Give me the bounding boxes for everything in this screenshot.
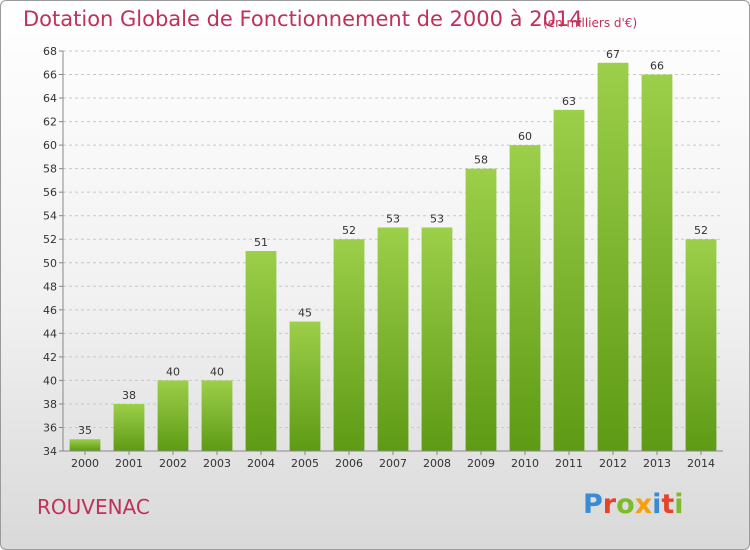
- bar-value-label: 53: [430, 212, 444, 225]
- bar-2007: [377, 227, 409, 451]
- y-tick-label: 58: [43, 163, 57, 176]
- bar-2001: [113, 403, 145, 451]
- commune-name: ROUVENAC: [37, 495, 150, 519]
- x-tick-label: 2004: [247, 457, 275, 470]
- x-tick-label: 2001: [115, 457, 143, 470]
- bar-value-label: 45: [298, 307, 312, 320]
- y-tick-label: 50: [43, 257, 57, 270]
- y-tick-label: 54: [43, 210, 57, 223]
- x-tick-label: 2011: [555, 457, 583, 470]
- logo-letter: o: [616, 489, 635, 520]
- x-tick-label: 2003: [203, 457, 231, 470]
- y-tick-label: 38: [43, 398, 57, 411]
- logo-letter: r: [602, 489, 617, 520]
- bar-value-label: 38: [122, 389, 136, 402]
- bar-value-label: 58: [474, 154, 488, 167]
- bar-2002: [157, 380, 189, 451]
- y-tick-label: 52: [43, 233, 57, 246]
- bar-value-label: 51: [254, 236, 268, 249]
- x-tick-label: 2006: [335, 457, 363, 470]
- bar-value-label: 40: [210, 365, 224, 378]
- logo-letter: i: [652, 489, 662, 520]
- x-tick-label: 2008: [423, 457, 451, 470]
- y-tick-label: 62: [43, 116, 57, 129]
- x-tick-label: 2010: [511, 457, 539, 470]
- logo-letter: x: [634, 489, 653, 520]
- bars: 35 38 40 40 51 45 52 53 53 58 60 63 67 66 52: [69, 48, 717, 451]
- y-tick-label: 44: [43, 327, 57, 340]
- y-tick-label: 40: [43, 374, 57, 387]
- bar-2011: [553, 109, 585, 451]
- y-tick-label: 68: [43, 45, 57, 58]
- bar-2010: [509, 145, 541, 451]
- x-tick-label: 2012: [599, 457, 627, 470]
- bar-2003: [201, 380, 233, 451]
- y-tick-label: 46: [43, 304, 57, 317]
- logo-letter: t: [661, 489, 675, 520]
- bar-value-label: 52: [342, 224, 356, 237]
- chart-title: Dotation Globale de Fonctionnement de 20…: [23, 7, 583, 31]
- y-tick-label: 60: [43, 139, 57, 152]
- x-axis: 2000 2001 2002 2003 2004 2005 2006 2007 2008 2009…: [63, 450, 723, 470]
- x-tick-label: 2013: [643, 457, 671, 470]
- bar-2000: [69, 439, 101, 451]
- bar-value-label: 60: [518, 130, 532, 143]
- logo-letter: P: [583, 489, 603, 520]
- bar-2006: [333, 239, 365, 451]
- bar-2013: [641, 74, 673, 451]
- x-tick-label: 2000: [71, 457, 99, 470]
- y-tick-label: 64: [43, 92, 57, 105]
- bar-value-label: 40: [166, 365, 180, 378]
- bar-value-label: 35: [78, 424, 92, 437]
- x-tick-label: 2002: [159, 457, 187, 470]
- bar-2005: [289, 321, 321, 451]
- bar-2008: [421, 227, 453, 451]
- bar-2012: [597, 62, 629, 451]
- bar-2014: [685, 239, 717, 451]
- bar-value-label: 63: [562, 95, 576, 108]
- y-tick-label: 56: [43, 186, 57, 199]
- y-tick-label: 36: [43, 421, 57, 434]
- y-tick-label: 34: [43, 445, 57, 458]
- bar-value-label: 66: [650, 60, 664, 73]
- y-axis: 34 36 38 40 42 44 46 48 50 52 54 56 58 60 62 64 66 68: [43, 45, 64, 458]
- bar-value-label: 52: [694, 224, 708, 237]
- bar-value-label: 53: [386, 212, 400, 225]
- x-tick-label: 2005: [291, 457, 319, 470]
- proxiti-logo[interactable]: Proxiti: [583, 489, 684, 520]
- y-tick-label: 42: [43, 351, 57, 364]
- y-tick-label: 66: [43, 69, 57, 82]
- y-tick-label: 48: [43, 280, 57, 293]
- bar-2004: [245, 251, 277, 451]
- logo-letter: i: [674, 489, 684, 520]
- chart-subtitle: (en milliers d'€): [543, 16, 638, 30]
- x-tick-label: 2014: [687, 457, 715, 470]
- x-tick-label: 2009: [467, 457, 495, 470]
- bar-2009: [465, 168, 497, 451]
- bar-value-label: 67: [606, 48, 620, 61]
- x-tick-label: 2007: [379, 457, 407, 470]
